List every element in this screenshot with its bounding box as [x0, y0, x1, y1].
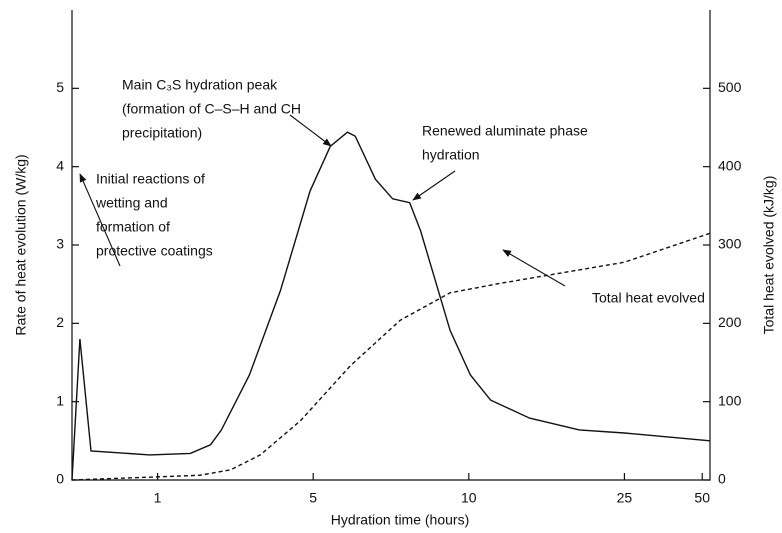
annotation: Total heat evolved [592, 290, 705, 306]
annotation: wetting and [95, 195, 168, 211]
x-tick-label: 10 [461, 490, 477, 506]
annotation-arrow [502, 249, 566, 287]
annotation-arrow [79, 173, 121, 267]
y2-tick-label: 0 [718, 471, 726, 487]
y-tick-label: 4 [56, 157, 64, 173]
annotation: Initial reactions of [96, 171, 205, 187]
y-axis-label: Rate of heat evolution (W/kg) [13, 154, 29, 335]
annotation-arrow [412, 170, 456, 201]
annotation: protective coatings [96, 243, 213, 259]
y2-axis-label: Total heat evolved (kJ/kg) [761, 176, 777, 335]
y-tick-label: 5 [56, 79, 64, 95]
annotation: hydration [422, 147, 480, 163]
series-line [71, 232, 711, 481]
y-tick-label: 1 [56, 392, 64, 408]
annotation: Renewed aluminate phase [422, 123, 588, 139]
x-axis-label: Hydration time (hours) [331, 512, 470, 528]
y-tick-label: 0 [56, 471, 64, 487]
annotation-arrow [289, 114, 332, 147]
y-tick-label: 3 [56, 236, 64, 252]
x-tick-label: 25 [617, 490, 633, 506]
annotation: Main C₃S hydration peak [122, 77, 278, 93]
y2-tick-label: 200 [718, 314, 742, 330]
annotation: (formation of C–S–H and CH [122, 101, 301, 117]
x-tick-label: 1 [154, 490, 162, 506]
x-tick-label: 50 [694, 490, 710, 506]
y2-tick-label: 400 [718, 157, 742, 173]
y-tick-label: 2 [56, 314, 64, 330]
annotation: precipitation) [122, 125, 202, 141]
series-line [71, 131, 711, 481]
annotation: formation of [96, 219, 170, 235]
y2-tick-label: 100 [718, 392, 742, 408]
y2-tick-label: 300 [718, 236, 742, 252]
y2-tick-label: 500 [718, 79, 742, 95]
x-tick-label: 5 [309, 490, 317, 506]
